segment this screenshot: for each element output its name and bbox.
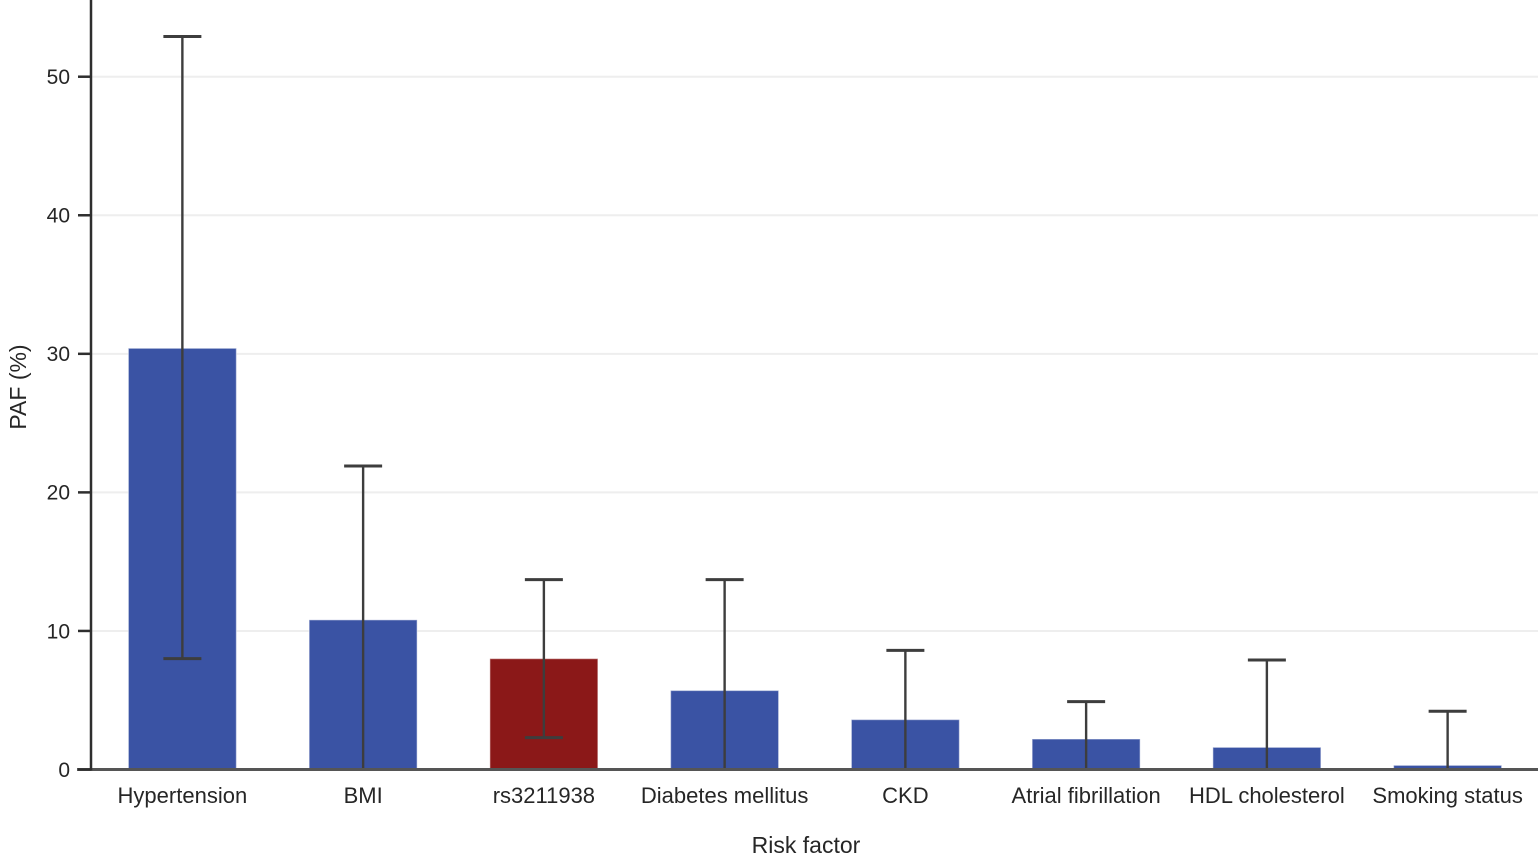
x-tick-label-bmi: BMI	[344, 783, 383, 808]
bars	[127, 347, 1503, 771]
y-axis-title: PAF (%)	[5, 344, 31, 429]
gridlines	[92, 75, 1538, 632]
x-tick-label-diabetes-mellitus: Diabetes mellitus	[641, 783, 809, 808]
error-bars	[163, 35, 1467, 770]
y-tick-label-30: 30	[47, 343, 70, 366]
y-tick-label-40: 40	[47, 205, 70, 228]
x-tick-label-rs3211938: rs3211938	[493, 783, 595, 808]
y-tick-label-50: 50	[47, 66, 70, 89]
y-tick-labels: 0 10 20 30 40 50	[47, 66, 70, 782]
x-tick-label-ckd: CKD	[882, 783, 928, 808]
axes	[77, 0, 1538, 771]
x-category-labels: Hypertension BMI rs3211938 Diabetes mellitu…	[118, 783, 1523, 808]
y-tick-label-0: 0	[58, 759, 70, 782]
x-tick-label-atrial-fibrillation: Atrial fibrillation	[1012, 783, 1161, 808]
y-tick-label-20: 20	[47, 482, 70, 505]
x-axis-title: Risk factor	[752, 832, 861, 858]
x-tick-label-smoking-status: Smoking status	[1372, 783, 1522, 808]
x-tick-label-hypertension: Hypertension	[118, 783, 248, 808]
x-tick-label-hdl-cholesterol: HDL cholesterol	[1189, 783, 1345, 808]
y-tick-label-10: 10	[47, 620, 70, 643]
